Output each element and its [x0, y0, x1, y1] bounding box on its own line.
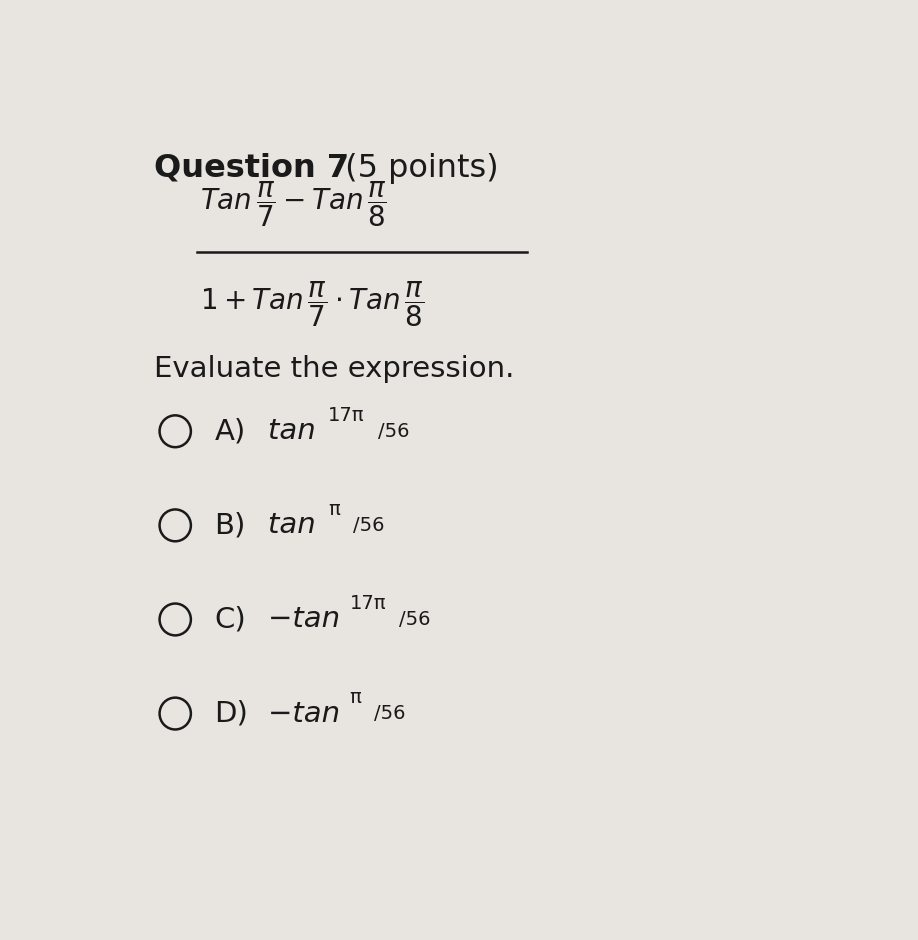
Text: $1 + \mathit{Tan}\,\dfrac{\pi}{7}\cdot\mathit{Tan}\,\dfrac{\pi}{8}$: $1 + \mathit{Tan}\,\dfrac{\pi}{7}\cdot\m… [200, 279, 424, 329]
Text: π: π [329, 500, 340, 519]
Text: /56: /56 [399, 610, 431, 629]
Text: tan: tan [268, 511, 325, 540]
Text: Question 7: Question 7 [154, 152, 349, 183]
Text: C): C) [215, 605, 246, 634]
Text: /56: /56 [375, 704, 406, 723]
Text: −tan: −tan [268, 605, 349, 634]
Text: D): D) [215, 699, 248, 728]
Text: 17π: 17π [350, 594, 386, 613]
Text: π: π [350, 688, 362, 707]
Text: 17π: 17π [329, 406, 364, 425]
Text: B): B) [215, 511, 246, 540]
Text: /56: /56 [353, 516, 385, 535]
Text: $\mathit{Tan}\,\dfrac{\pi}{7} - \mathit{Tan}\,\dfrac{\pi}{8}$: $\mathit{Tan}\,\dfrac{\pi}{7} - \mathit{… [200, 179, 387, 228]
Text: −tan: −tan [268, 699, 349, 728]
Text: /56: /56 [378, 422, 409, 441]
Text: tan: tan [268, 417, 325, 446]
Text: (5 points): (5 points) [335, 152, 498, 183]
Text: Evaluate the expression.: Evaluate the expression. [154, 355, 514, 384]
Text: A): A) [215, 417, 246, 446]
